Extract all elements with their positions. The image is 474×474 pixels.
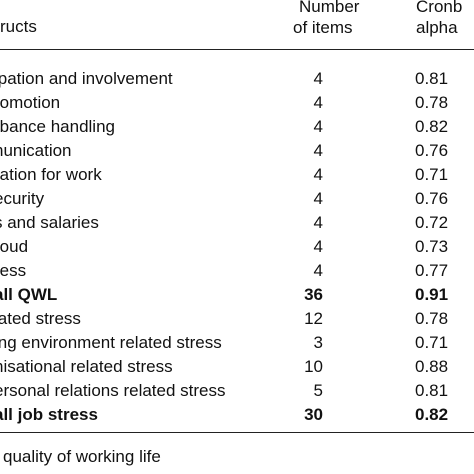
items-cell: 36: [304, 285, 323, 304]
construct-cell: romotion: [0, 93, 61, 112]
table-row: lated stress 12 0.78: [0, 307, 474, 331]
alpha-cell: 0.76: [415, 141, 449, 160]
construct-cell: lated stress: [0, 309, 81, 328]
construct-cell: ration for work: [0, 165, 102, 184]
items-cell: 30: [304, 405, 323, 424]
alpha-cell: 0.81: [415, 381, 449, 400]
alpha-cell: 0.81: [415, 69, 449, 88]
alpha-cell: 0.78: [415, 309, 449, 328]
alpha-cell: 0.88: [415, 357, 449, 376]
items-cell: 4: [313, 213, 323, 232]
table-row: s and salaries 4 0.72: [0, 211, 474, 235]
items-cell: 4: [313, 189, 323, 208]
header-items-line2: of items: [293, 18, 353, 37]
construct-cell: roud: [0, 237, 29, 256]
table-row: nunication 4 0.76: [0, 139, 474, 163]
construct-cell: all QWL: [0, 285, 58, 304]
table-row: ing environment related stress 3 0.71: [0, 331, 474, 355]
construct-cell: s and salaries: [0, 213, 99, 232]
alpha-cell: 0.91: [415, 285, 449, 304]
items-cell: 3: [313, 333, 323, 352]
table-row: ipation and involvement 4 0.81: [0, 67, 474, 91]
header-rule: [0, 49, 474, 50]
table-row: ration for work 4 0.71: [0, 163, 474, 187]
alpha-cell: 0.78: [415, 93, 449, 112]
bottom-rule: [0, 432, 474, 433]
items-cell: 12: [304, 309, 323, 328]
alpha-cell: 0.71: [415, 165, 449, 184]
alpha-cell: 0.82: [415, 117, 449, 136]
items-cell: 4: [313, 237, 323, 256]
construct-cell: ecurity: [0, 189, 45, 208]
construct-cell: ersonal relations related stress: [0, 381, 226, 400]
alpha-cell: 0.71: [415, 333, 449, 352]
table-footnote: quality of working life: [3, 447, 161, 466]
table-row-total-qwl: all QWL 36 0.91: [0, 283, 474, 307]
items-cell: 4: [313, 141, 323, 160]
alpha-cell: 0.82: [415, 405, 449, 424]
items-cell: 4: [313, 69, 323, 88]
table-row: romotion 4 0.78: [0, 91, 474, 115]
construct-cell: ing environment related stress: [0, 333, 222, 352]
table-row: roud 4 0.73: [0, 235, 474, 259]
table-row: ersonal relations related stress 5 0.81: [0, 379, 474, 403]
table-row: rbance handling 4 0.82: [0, 115, 474, 139]
table-row: nisational related stress 10 0.88: [0, 355, 474, 379]
header-items-line1: Number: [299, 0, 360, 16]
items-cell: 4: [313, 117, 323, 136]
construct-cell: ress: [0, 261, 27, 280]
construct-cell: nisational related stress: [0, 357, 173, 376]
table-row-total-job-stress: all job stress 30 0.82: [0, 403, 474, 427]
items-cell: 10: [304, 357, 323, 376]
construct-cell: rbance handling: [0, 117, 115, 136]
construct-cell: ipation and involvement: [0, 69, 173, 88]
construct-cell: all job stress: [0, 405, 98, 424]
construct-cell: nunication: [0, 141, 72, 160]
items-cell: 4: [313, 165, 323, 184]
alpha-cell: 0.72: [415, 213, 449, 232]
header-constructs: ructs: [0, 17, 37, 36]
items-cell: 4: [313, 93, 323, 112]
alpha-cell: 0.73: [415, 237, 449, 256]
table-row: ecurity 4 0.76: [0, 187, 474, 211]
table-row: ress 4 0.77: [0, 259, 474, 283]
items-cell: 4: [313, 261, 323, 280]
header-alpha-line1: Cronb: [416, 0, 463, 16]
items-cell: 5: [313, 381, 323, 400]
alpha-cell: 0.77: [415, 261, 449, 280]
header-alpha-line2: alpha: [416, 18, 458, 37]
alpha-cell: 0.76: [415, 189, 449, 208]
